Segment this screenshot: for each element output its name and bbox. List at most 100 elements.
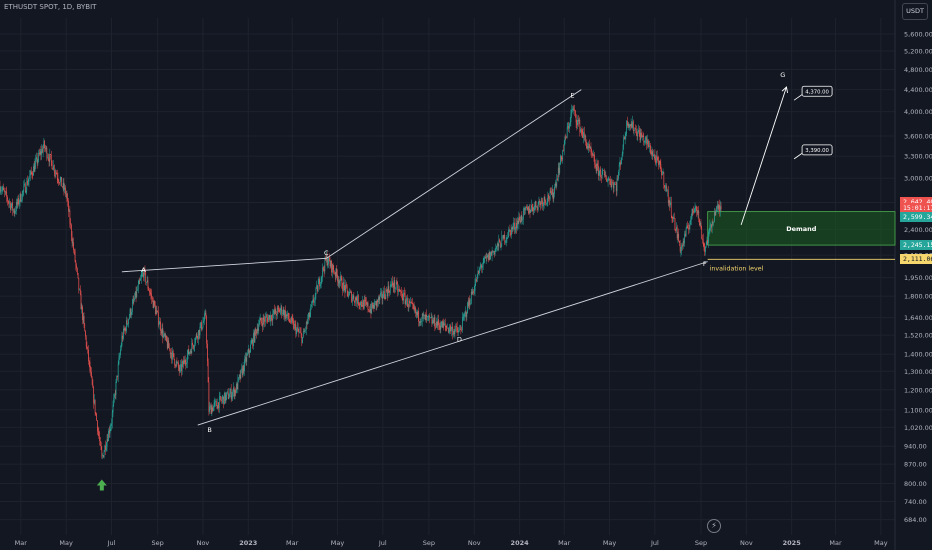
candle-body xyxy=(518,216,520,224)
candle-body xyxy=(329,261,331,267)
candle-body xyxy=(534,205,535,211)
candle-body xyxy=(250,344,251,353)
candle-body xyxy=(686,225,688,229)
candle-body xyxy=(453,331,455,334)
candle-body xyxy=(161,328,163,334)
candle-body xyxy=(156,310,158,312)
candle-body xyxy=(120,349,121,356)
candle-body xyxy=(708,231,710,233)
candle-body xyxy=(615,183,616,185)
candle-body xyxy=(662,172,664,174)
candle-body xyxy=(698,211,700,220)
candle-body xyxy=(390,285,392,286)
y-tick-label: 3,600.00 xyxy=(904,133,932,141)
candle-body xyxy=(178,362,179,368)
candle-body xyxy=(244,359,245,372)
currency-button[interactable]: USDT xyxy=(902,3,928,20)
candle-body xyxy=(557,178,558,180)
candle-body xyxy=(2,187,4,190)
candle-body xyxy=(575,114,577,123)
candle-body xyxy=(55,172,57,174)
candle-body xyxy=(543,202,544,207)
candle-body xyxy=(610,184,612,188)
candle-body xyxy=(236,383,237,393)
lightning-icon[interactable]: ⚡ xyxy=(707,519,721,533)
candle-body xyxy=(609,180,611,185)
candle-body xyxy=(562,150,564,160)
candle-body xyxy=(447,327,448,329)
y-tick-label: 3,000.00 xyxy=(904,175,932,183)
candle-body xyxy=(53,165,55,173)
target-label: 3,390.00 xyxy=(805,148,829,154)
candle-body xyxy=(618,164,620,173)
candle-body xyxy=(122,335,124,339)
candle-body xyxy=(323,267,324,270)
candle-body xyxy=(542,201,543,207)
candle-body xyxy=(517,220,519,224)
candle-body xyxy=(44,140,45,149)
candle-body xyxy=(97,431,99,432)
candle-body xyxy=(274,309,276,314)
candle-body xyxy=(571,109,572,114)
candle-body xyxy=(62,186,63,188)
candle-body xyxy=(296,328,297,334)
candle-body xyxy=(108,430,110,434)
candle-body xyxy=(43,140,45,148)
candle-body xyxy=(398,289,399,292)
candle-body xyxy=(435,327,436,329)
candle-body xyxy=(7,200,9,203)
candle-body xyxy=(606,181,608,182)
candle-body xyxy=(574,110,575,111)
candle-body xyxy=(291,317,292,323)
candle-body xyxy=(166,335,167,342)
candle-body xyxy=(256,330,257,334)
candle-body xyxy=(271,319,273,321)
candle-body xyxy=(302,337,303,343)
candle-body xyxy=(516,223,517,229)
candle-body xyxy=(427,316,429,317)
candle-body xyxy=(568,126,570,129)
candle-body xyxy=(587,146,589,149)
candle-body xyxy=(346,285,348,291)
candle-body xyxy=(650,145,651,154)
x-tick-label: Mar xyxy=(286,539,299,547)
candle-body xyxy=(699,219,700,226)
candle-body xyxy=(401,292,403,299)
y-tick-label: 1,950.00 xyxy=(904,274,932,282)
candle-body xyxy=(711,221,713,228)
y-tick-label: 1,400.00 xyxy=(904,351,932,359)
candle-body xyxy=(675,229,677,231)
candle-body xyxy=(559,164,561,174)
candle-body xyxy=(499,242,501,248)
candle-body xyxy=(92,384,94,388)
candle-body xyxy=(687,225,688,229)
candle-body xyxy=(100,441,101,443)
candle-body xyxy=(395,282,397,288)
candle-body xyxy=(481,265,483,268)
candle-body xyxy=(36,156,37,160)
y-tick-label: 1,640.00 xyxy=(904,314,932,322)
candle-body xyxy=(491,251,492,256)
candle-body xyxy=(151,294,152,299)
candle-body xyxy=(39,152,40,155)
candle-body xyxy=(623,136,625,150)
candle-body xyxy=(239,374,241,379)
candle-body xyxy=(306,322,308,324)
candle-body xyxy=(479,266,481,269)
wave-label-c: C xyxy=(324,249,329,257)
candle-body xyxy=(598,170,600,176)
candle-body xyxy=(268,317,269,322)
candle-body xyxy=(520,215,522,223)
candle-body xyxy=(499,239,500,243)
candle-body xyxy=(602,170,604,172)
candle-body xyxy=(348,295,349,297)
candle-body xyxy=(321,276,323,279)
candle-body xyxy=(143,268,145,278)
candle-body xyxy=(692,208,694,211)
candle-body xyxy=(439,325,441,330)
candle-body xyxy=(512,226,514,229)
candle-body xyxy=(648,146,650,147)
candle-body xyxy=(192,342,193,346)
candle-body xyxy=(12,202,13,211)
